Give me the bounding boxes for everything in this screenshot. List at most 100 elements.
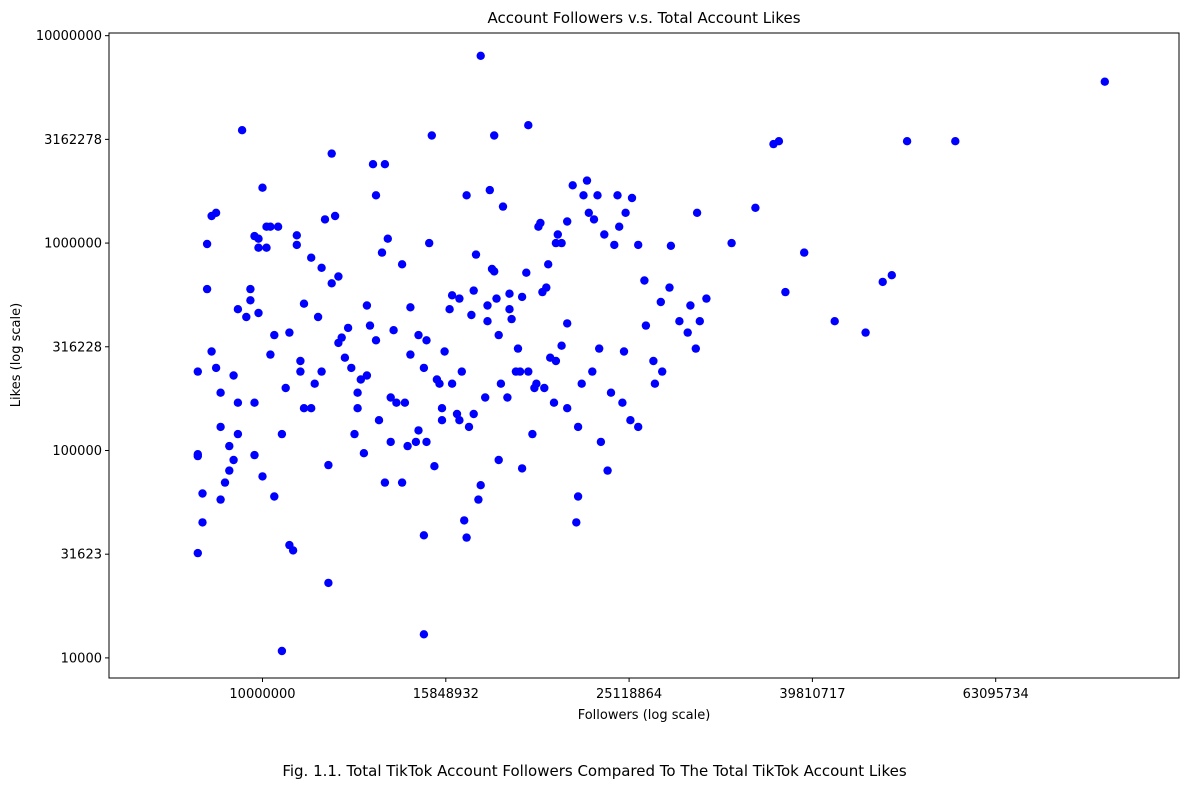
x-axis: 10000000 15848932 25118864 39810717 63095734 xyxy=(229,678,1029,702)
data-point-87 xyxy=(522,268,531,277)
data-point-101 xyxy=(588,367,597,376)
data-point-140 xyxy=(254,308,263,318)
x-tick-label-4: 63095734 xyxy=(963,687,1029,702)
data-point-163 xyxy=(447,379,457,388)
data-point-5 xyxy=(202,284,212,294)
data-point-42 xyxy=(347,363,356,373)
data-point-180 xyxy=(563,319,572,328)
data-point-162 xyxy=(437,416,447,425)
data-point-165 xyxy=(462,533,471,542)
data-point-13 xyxy=(229,371,238,380)
data-point-194 xyxy=(649,356,658,366)
data-point-117 xyxy=(695,317,704,326)
data-point-25 xyxy=(273,222,283,231)
data-point-219 xyxy=(471,250,481,259)
data-point-59 xyxy=(419,630,429,639)
data-point-11 xyxy=(220,478,230,487)
data-point-170 xyxy=(496,379,506,388)
data-point-159 xyxy=(414,330,423,340)
data-point-168 xyxy=(483,301,492,310)
data-point-104 xyxy=(603,466,612,475)
data-point-191 xyxy=(627,193,637,203)
data-point-73 xyxy=(469,286,478,295)
data-point-217 xyxy=(447,291,457,300)
data-point-209 xyxy=(350,429,359,439)
data-point-147 xyxy=(307,404,316,413)
data-point-97 xyxy=(563,217,572,226)
data-point-221 xyxy=(494,330,503,340)
data-point-193 xyxy=(641,321,651,330)
data-point-145 xyxy=(292,231,301,240)
y-axis: 10000 31623 100000 316228 1000000 3162278 1000… xyxy=(36,29,109,666)
data-point-79 xyxy=(490,131,499,140)
data-point-46 xyxy=(365,321,375,330)
data-point-45 xyxy=(359,449,369,458)
data-point-128 xyxy=(887,271,896,280)
data-point-105 xyxy=(610,240,619,250)
data-point-17 xyxy=(250,450,259,460)
data-point-184 xyxy=(584,208,593,217)
data-point-37 xyxy=(324,578,333,588)
data-point-34 xyxy=(313,312,323,322)
data-point-1 xyxy=(193,367,202,376)
data-point-58 xyxy=(419,363,429,373)
data-point-204 xyxy=(281,383,290,393)
data-point-70 xyxy=(462,191,471,200)
data-point-115 xyxy=(686,301,695,310)
data-point-136 xyxy=(229,455,238,465)
data-point-224 xyxy=(528,429,537,439)
data-point-15 xyxy=(237,126,247,135)
data-point-146 xyxy=(299,299,309,308)
data-point-26 xyxy=(270,492,279,501)
data-point-98 xyxy=(572,518,581,527)
data-point-178 xyxy=(549,398,559,407)
data-point-173 xyxy=(517,292,527,302)
data-point-102 xyxy=(593,191,602,200)
data-point-160 xyxy=(422,437,431,447)
data-point-218 xyxy=(460,516,469,525)
data-point-223 xyxy=(515,367,525,376)
data-point-212 xyxy=(386,393,395,402)
data-point-196 xyxy=(665,283,674,292)
data-point-187 xyxy=(600,230,609,239)
data-point-69 xyxy=(457,367,466,376)
data-point-32 xyxy=(299,404,309,413)
data-point-190 xyxy=(619,347,629,356)
data-point-211 xyxy=(374,416,384,425)
data-point-30 xyxy=(292,240,301,250)
data-point-61 xyxy=(425,238,434,248)
data-point-50 xyxy=(380,160,390,169)
data-point-100 xyxy=(582,176,592,185)
y-tick-label-5: 3162278 xyxy=(44,133,102,148)
data-point-200 xyxy=(216,388,225,397)
data-point-142 xyxy=(270,330,279,340)
x-tick-label-0: 10000000 xyxy=(229,687,295,702)
data-point-138 xyxy=(242,312,251,322)
data-point-216 xyxy=(435,379,444,388)
data-point-131 xyxy=(1100,77,1110,86)
data-point-72 xyxy=(467,310,476,320)
data-point-120 xyxy=(751,203,760,212)
data-point-56 xyxy=(406,350,415,359)
data-point-68 xyxy=(455,294,464,303)
data-point-4 xyxy=(198,518,207,527)
data-point-126 xyxy=(861,328,870,337)
data-point-71 xyxy=(464,422,474,432)
data-point-55 xyxy=(403,441,412,451)
data-point-185 xyxy=(589,215,599,224)
data-point-215 xyxy=(422,336,431,345)
data-point-82 xyxy=(498,202,508,211)
data-point-208 xyxy=(337,333,346,342)
data-point-129 xyxy=(902,137,912,146)
data-point-3 xyxy=(193,450,202,459)
data-point-137 xyxy=(233,305,243,314)
data-point-192 xyxy=(634,422,643,432)
data-point-12 xyxy=(225,441,234,451)
data-point-141 xyxy=(262,243,271,252)
data-point-197 xyxy=(675,317,684,326)
data-point-9 xyxy=(211,363,221,373)
data-point-39 xyxy=(330,211,340,221)
data-point-213 xyxy=(400,398,410,407)
